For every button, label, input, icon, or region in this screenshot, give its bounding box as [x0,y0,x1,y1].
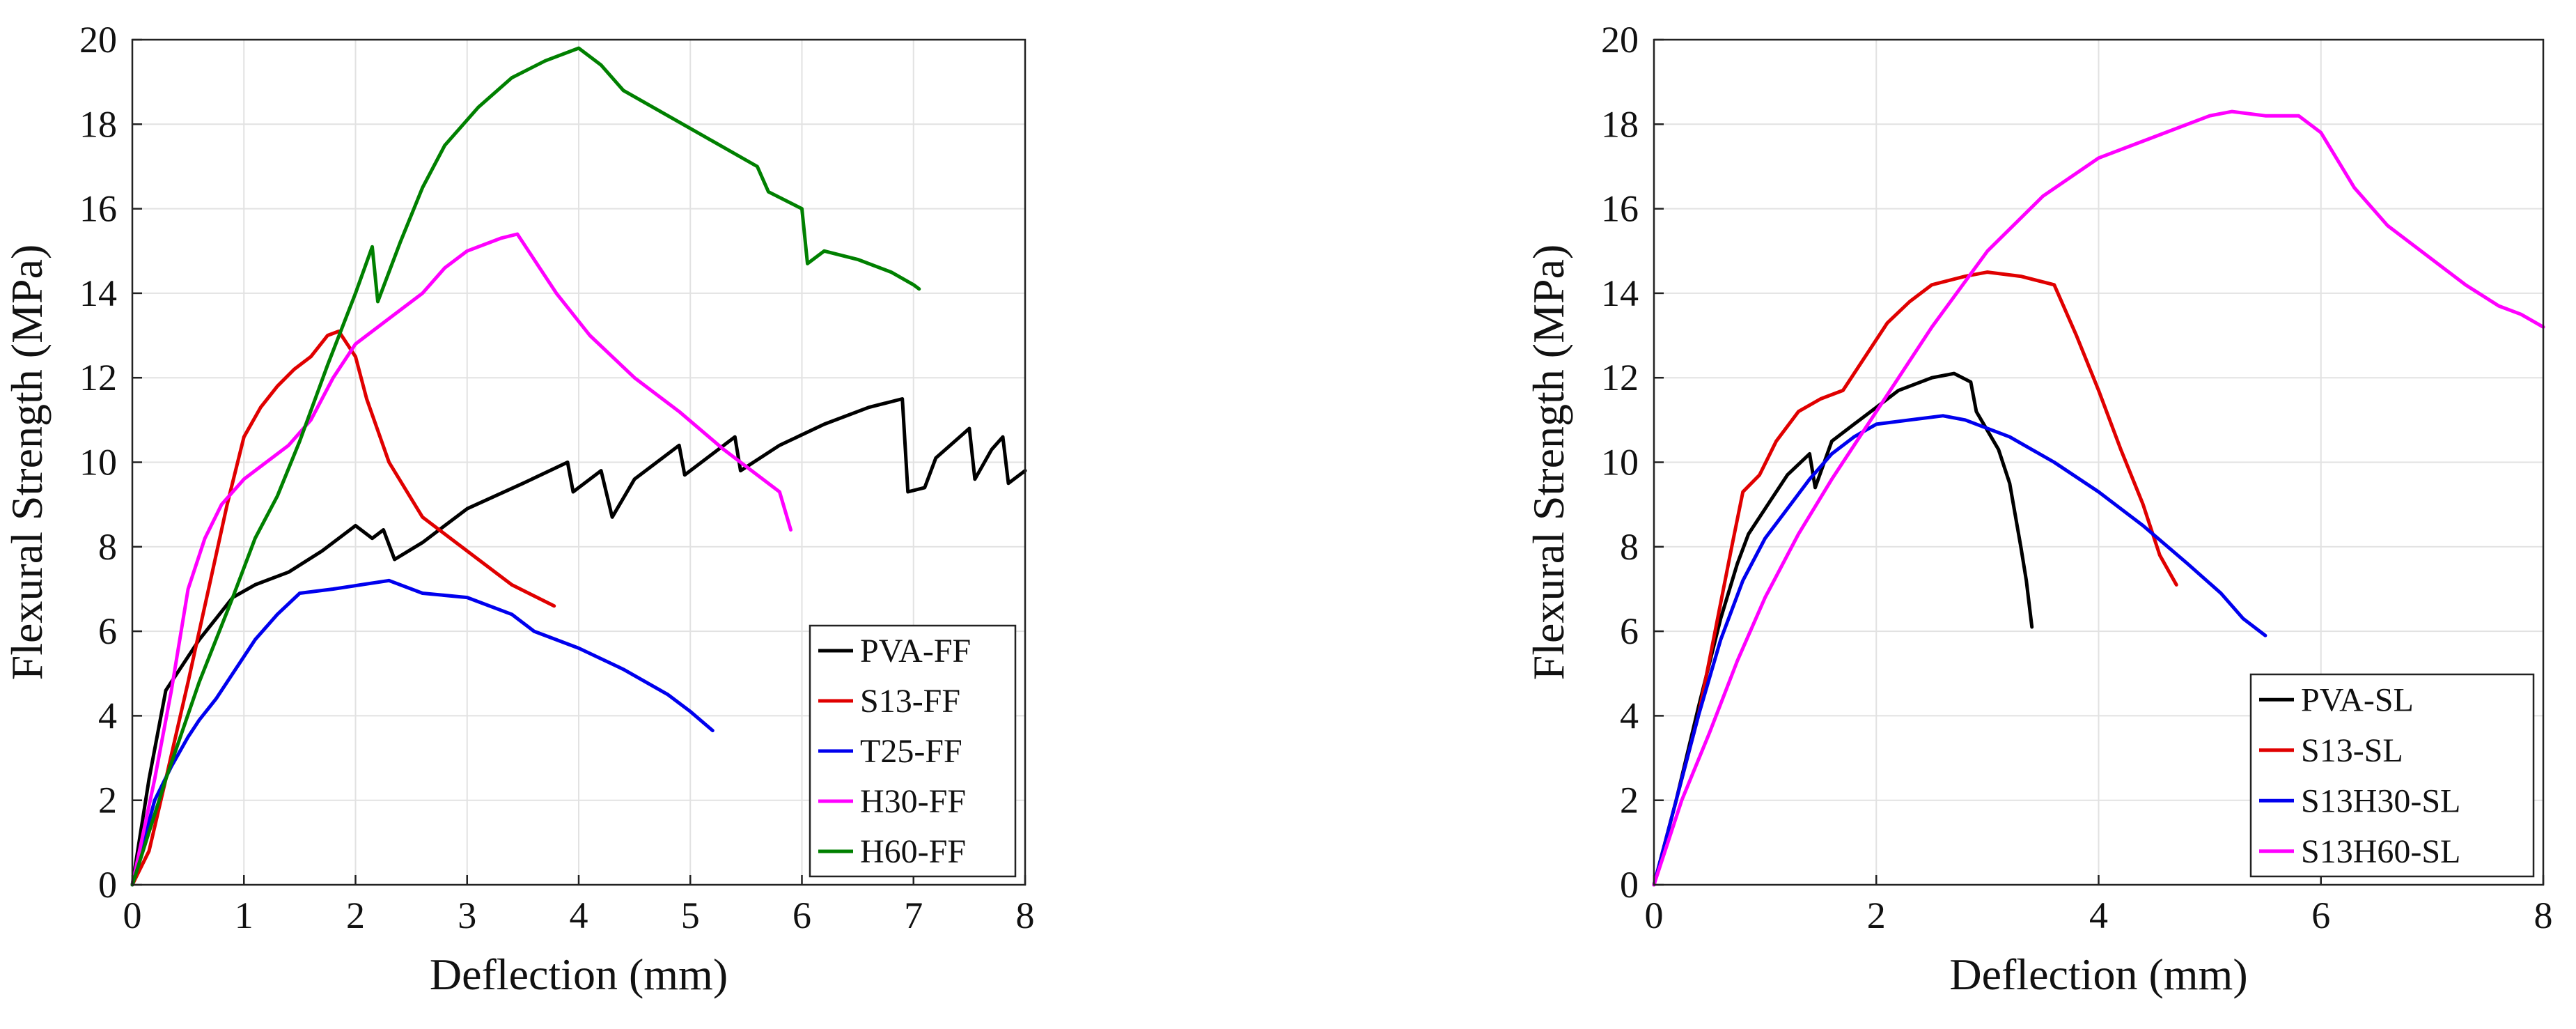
y-tick-label: 0 [98,864,117,906]
x-axis-label: Deflection (mm) [430,950,728,999]
series-line-pva-sl [1652,371,2034,887]
series-line-pva-ff [130,397,1027,887]
x-tick-label: 7 [904,895,923,936]
legend-label: T25-FF [860,733,962,770]
chart-2: 0 2 4 6 8 0 2 4 6 8 10 12 14 16 18 20 Deflection (mm) Fle… [1524,19,2553,999]
y-tick-label: 8 [98,526,117,568]
y-tick-label: 4 [98,695,117,736]
y-tick-label: 18 [1601,103,1639,145]
y-tick-label: 16 [79,188,117,230]
series-line-h30-ff [130,232,793,887]
legend-label: H30-FF [860,783,966,820]
series-line-t25-ff [130,578,715,887]
x-tick-label: 6 [793,895,811,936]
y-axis-label: Flexural Strength (MPa) [1524,245,1573,681]
x-tick-label: 6 [2311,895,2330,936]
y-tick-label: 10 [79,442,117,483]
x-tick-label: 5 [681,895,700,936]
legend-label: S13-SL [2301,732,2403,769]
x-tick-label: 4 [570,895,588,936]
y-tick-label: 14 [79,272,117,314]
y-axis-label: Flexural Strength (MPa) [2,245,52,681]
x-tick-label: 2 [1867,895,1886,936]
legend-label: S13H60-SL [2301,833,2460,870]
y-tick-label: 4 [1620,695,1639,736]
y-tick-label: 16 [1601,188,1639,230]
y-tick-label: 6 [1620,610,1639,652]
y-tick-label: 12 [1601,357,1639,399]
x-tick-label: 1 [235,895,253,936]
legend: PVA-SL S13-SL S13H30-SL S13H60-SL [2249,673,2535,878]
y-tick-label: 20 [1601,19,1639,61]
series-line-s13h60-sl [1652,109,2545,887]
legend-label: PVA-FF [860,633,971,670]
legend: PVA-FF S13-FF T25-FF H30-FF H60-FF [809,624,1017,878]
y-tick-label: 20 [79,19,117,61]
y-tick-label: 2 [98,780,117,821]
legend-label: S13H30-SL [2301,782,2460,819]
x-tick-label: 0 [123,895,142,936]
series-group [1652,109,2545,887]
x-tick-label: 2 [346,895,365,936]
y-tick-label: 10 [1601,442,1639,483]
y-tick-label: 8 [1620,526,1639,568]
series-line-h60-ff [130,46,921,887]
y-tick-label: 2 [1620,780,1639,821]
legend-box [2249,673,2535,878]
x-axis-label: Deflection (mm) [1949,950,2247,999]
legend-label: PVA-SL [2301,681,2414,718]
y-tick-label: 14 [1601,272,1639,314]
y-tick-label: 18 [79,103,117,145]
legend-label: H60-FF [860,833,966,870]
series-line-s13-sl [1652,270,2178,887]
x-tick-label: 0 [1645,895,1664,936]
series-group [130,46,1027,887]
series-line-s13-ff [130,330,556,887]
x-tick-label: 4 [2089,895,2108,936]
x-tick-label: 8 [2534,895,2553,936]
x-tick-label: 3 [458,895,476,936]
y-tick-label: 12 [79,357,117,399]
y-tick-label: 0 [1620,864,1639,906]
x-tick-label: 8 [1016,895,1035,936]
series-line-s13h30-sl [1652,414,2267,887]
legend-label: S13-FF [860,683,960,720]
y-tick-label: 6 [98,610,117,652]
